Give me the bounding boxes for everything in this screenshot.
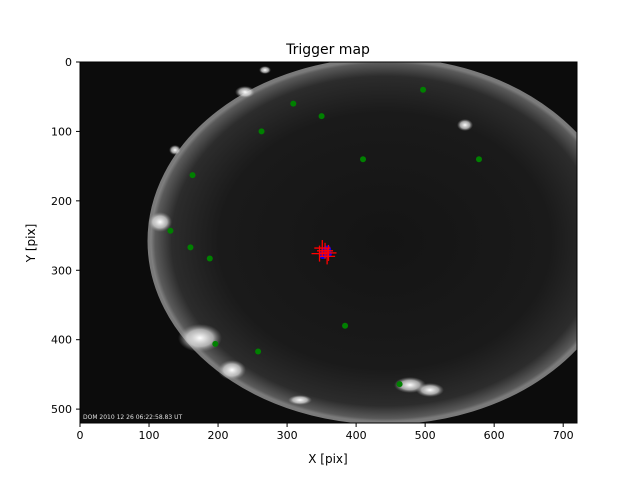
- star-point-green: [167, 227, 174, 234]
- star-point-green: [206, 255, 213, 262]
- x-tick-label: 400: [346, 429, 367, 442]
- y-tick-label: 200: [51, 195, 72, 208]
- x-tick-label: 0: [77, 429, 84, 442]
- star-point-green: [258, 128, 265, 135]
- y-axis-label: Y [pix]: [24, 224, 38, 264]
- y-axis-ticks: 0 100 200 300 400 500: [51, 56, 80, 416]
- star-point-green: [187, 244, 194, 251]
- x-tick-label: 500: [415, 429, 436, 442]
- y-tick-label: 500: [51, 403, 72, 416]
- star-point-green: [342, 322, 349, 329]
- y-tick-label: 400: [51, 334, 72, 347]
- star-point-green: [475, 156, 482, 163]
- chart-title: Trigger map: [285, 42, 370, 58]
- timestamp-overlay: DOM 2010 12 26 06:22:58.83 UT: [83, 414, 182, 421]
- y-tick-label: 0: [65, 56, 72, 69]
- x-tick-label: 600: [484, 429, 505, 442]
- x-tick-label: 300: [277, 429, 298, 442]
- trigger-cross-marker: [319, 248, 336, 265]
- star-point-green: [360, 156, 367, 163]
- axes-frame: [79, 61, 578, 424]
- x-tick-label: 100: [139, 429, 160, 442]
- y-tick-label: 300: [51, 264, 72, 277]
- x-tick-label: 700: [553, 429, 574, 442]
- star-point-green: [396, 381, 403, 388]
- x-axis-ticks: 0 100 200 300 400 500 600 700: [77, 423, 574, 442]
- star-point-green: [255, 348, 262, 355]
- star-point-green: [420, 86, 427, 93]
- y-tick-label: 100: [51, 125, 72, 138]
- trigger-cross-marker: [311, 245, 328, 262]
- star-point-green: [318, 113, 325, 120]
- star-point-green: [189, 172, 196, 179]
- sky-image: DOM 2010 12 26 06:22:58.83 UT: [80, 62, 577, 423]
- star-point-green: [290, 100, 297, 107]
- star-point-green: [212, 340, 219, 347]
- data-marks: [167, 86, 482, 388]
- x-axis-label: X [pix]: [308, 452, 347, 466]
- x-tick-label: 200: [208, 429, 229, 442]
